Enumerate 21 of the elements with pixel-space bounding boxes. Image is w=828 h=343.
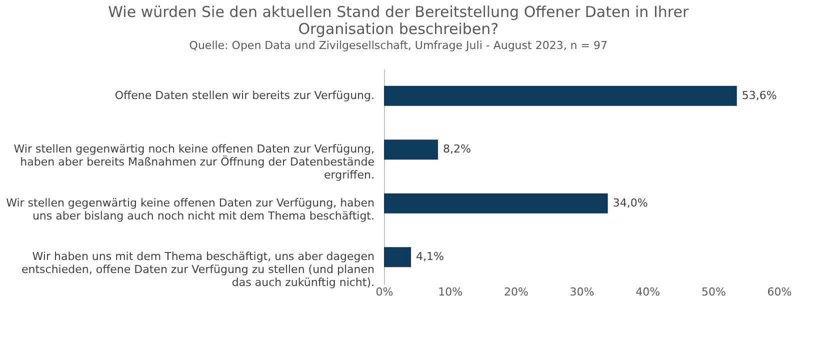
x-tick-label: 10% — [438, 286, 463, 298]
x-tick-label: 30% — [570, 286, 594, 298]
chart-subtitle: Quelle: Open Data und Zivilgesellschaft, Umfrage Juli - August 2023, n = 97 — [189, 39, 608, 52]
y-tick-label: Wir stellen gegenwärtig noch keine offenen Daten zur Verfügung, haben aber bereits Maßnahmen zur Öffnung der Datenbestände ergriffen. — [14, 142, 375, 182]
data-label: 8,2% — [442, 142, 471, 156]
x-tick-label: 50% — [701, 286, 726, 298]
chart-title: Wie würden Sie den aktuellen Stand der Bereitstellung Offener Daten in Ihrer Organisation beschreiben? — [108, 3, 690, 38]
y-tick-label: Wir haben uns mit dem Thema beschäftigt, uns aber dagegen entschieden, offene Daten zur Verfügung zu stellen (und planen das auch zukünftig nicht). — [22, 250, 375, 290]
y-tick-label: Offene Daten stellen wir bereits zur Verfügung. — [114, 88, 374, 102]
bar — [384, 247, 411, 268]
data-label: 53,6% — [742, 88, 777, 102]
data-label: 4,1% — [416, 250, 444, 264]
x-tick-label: 0% — [376, 286, 394, 298]
data-label: 34,0% — [612, 196, 648, 210]
x-tick-label: 60% — [767, 286, 792, 298]
bar — [384, 86, 737, 106]
y-tick-label: Wir stellen gegenwärtig keine offenen Daten zur Verfügung, haben uns aber bislang auch noch nicht mit dem Thema beschäftigt. — [6, 196, 375, 222]
x-tick-label: 20% — [504, 286, 528, 298]
bar — [384, 193, 608, 214]
bar — [384, 140, 438, 160]
x-tick-label: 40% — [636, 286, 660, 298]
